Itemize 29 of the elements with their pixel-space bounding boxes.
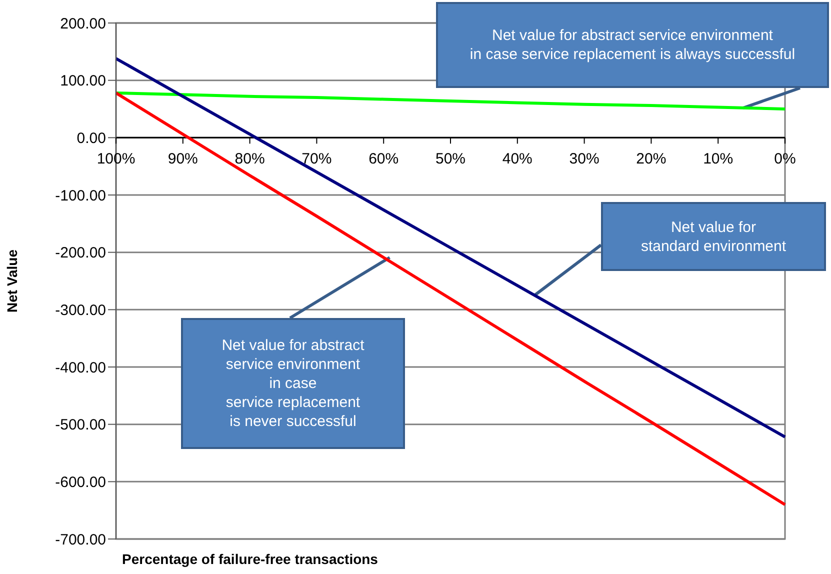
y-tick-label: 0.00 — [76, 130, 106, 147]
y-tick-label: 100.00 — [60, 72, 106, 90]
x-tick-label: 10% — [703, 150, 734, 168]
x-tick-label: 60% — [368, 150, 399, 168]
x-tick-label: 0% — [774, 150, 796, 168]
x-axis-title: Percentage of failure-free transactions — [122, 551, 378, 567]
y-tick-label: -200.00 — [55, 244, 106, 262]
x-tick-label: 50% — [435, 150, 466, 168]
x-tick-label: 90% — [168, 150, 198, 168]
annotation: Net value for standard environment — [640, 218, 786, 256]
x-tick-label: 40% — [502, 150, 532, 168]
y-tick-label: -700.00 — [55, 531, 106, 548]
y-tick-label: -400.00 — [55, 359, 106, 376]
y-axis-title: Net Value — [4, 249, 20, 313]
x-tick-label: 80% — [234, 150, 265, 168]
callout-box: Net value for standard environment — [601, 202, 826, 271]
line-series — [114, 91, 786, 110]
callout-box: Net value for abstract service environment in case service replacement is never successful — [181, 318, 405, 449]
y-tick-label: -300.00 — [55, 302, 106, 319]
y-tick-label: -500.00 — [55, 416, 106, 434]
x-tick-label: 20% — [636, 150, 666, 168]
callout-box: Net value for abstract service environment in case service replacement is always successful — [436, 2, 829, 88]
y-tick-label: -100.00 — [55, 187, 106, 204]
x-tick-label: 70% — [302, 150, 332, 168]
x-tick-label: 30% — [569, 150, 600, 168]
annotation: Net value for abstract service environment in case service replacement is never successful — [222, 336, 364, 431]
y-tick-label: -600.00 — [55, 474, 106, 491]
annotation: Net value for abstract service environment in case service replacement is always successful — [470, 26, 796, 64]
y-tick-label: 200.00 — [60, 15, 106, 32]
